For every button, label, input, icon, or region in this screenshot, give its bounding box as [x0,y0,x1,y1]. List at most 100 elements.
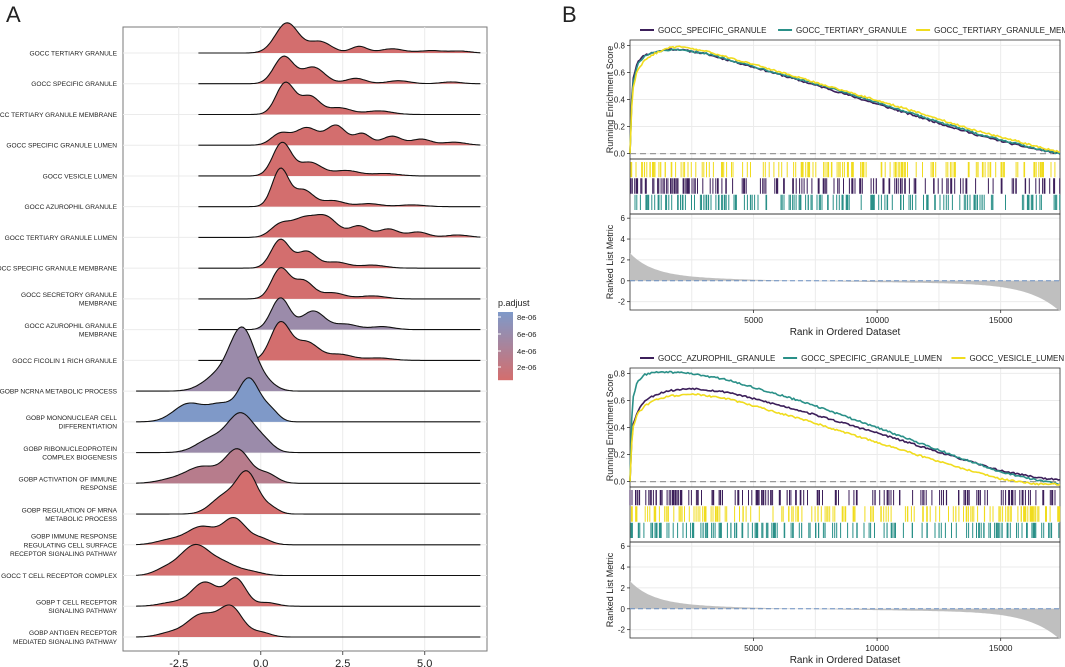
ridge-line [136,604,481,638]
legend-gradient-step [498,327,513,329]
ridge-line [198,81,481,116]
es-y-tick-label: 0.8 [614,41,626,50]
legend-gradient-step [498,333,513,335]
ridge-row-label: MEMBRANE [79,331,118,338]
legend-gradient-step [498,361,513,363]
ridge-area [136,577,481,607]
ridge-line [198,214,481,238]
legend-gradient-step [498,374,513,376]
ridge-row-label: GOCC SPECIFIC GRANULE LUMEN [6,143,117,150]
legend-label: GOCC_VESICLE_LUMEN [969,354,1064,363]
ridge-area [136,326,481,392]
ridge-area [198,142,481,176]
ridge-area [198,239,481,269]
es-y-tick-label: 0.0 [614,478,626,487]
ridge-row-label: GOBP NCRNA METABOLIC PROCESS [0,389,118,396]
hits-row [634,194,1061,210]
ridge-area [136,448,481,484]
legend-gradient-step [498,316,513,318]
legend-gradient-step [498,315,513,317]
legend-gradient-step [498,321,513,323]
ridge-area [198,321,481,361]
ridge-line [136,516,481,546]
legend-gradient-step [498,351,513,353]
ridge-line [198,55,481,85]
ridge-line [136,543,481,577]
legend-gradient-step [498,348,513,350]
metric-y-tick-label: 6 [621,214,626,223]
legend-gradient-step [498,330,513,332]
legend-gradient-step [498,312,513,314]
ridge-row-label: METABOLIC PROCESS [45,516,117,523]
ridge-row-label: MEDIATED SIGNALING PATHWAY [13,639,118,646]
x-tick-label: 15000 [989,315,1013,325]
x-tick-label: 5000 [744,643,763,653]
ridge-line [198,238,481,269]
ridge-area [136,412,481,453]
legend-gradient-step [498,337,513,339]
ridge-row-label: REGULATING CELL SURFACE [24,542,118,549]
ridge-row-label: MEMBRANE [79,301,118,308]
ridge-area [136,377,481,422]
ridge-row-label: RESPONSE [80,485,117,492]
metric-area [630,253,1060,312]
ridge-area [198,22,481,53]
es-line [629,45,1061,154]
ridge-row-label: RECEPTOR SIGNALING PATHWAY [10,551,118,558]
ridge-row-label: GOBP ACTIVATION OF IMMUNE [18,477,117,484]
legend-gradient-step [498,347,513,349]
legend-label: GOCC_SPECIFIC_GRANULE_LUMEN [801,354,942,363]
ridge-line [136,577,481,607]
legend-gradient-step [498,372,513,374]
legend-gradient-step [498,349,513,351]
metric-area [630,581,1060,640]
legend-gradient-step [498,322,513,324]
metric-y-tick-label: -2 [618,298,626,307]
legend-gradient-step [498,343,513,345]
es-line [629,387,1061,482]
metric-y-tick-label: 0 [621,277,626,286]
es-line [629,370,1061,486]
legend-gradient-step [498,320,513,322]
legend-gradient-step [498,338,513,340]
ridge-row-label: GOBP REGULATION OF MRNA [22,507,118,514]
x-tick-label: 5.0 [417,658,432,667]
ridge-area [136,470,481,515]
es-y-tick-label: 0.0 [614,150,626,159]
ridge-row-label: GOCC VESICLE LUMEN [43,173,118,180]
legend-gradient-step [498,358,513,360]
ridge-row-label: GOCC SPECIFIC GRANULE MEMBRANE [0,266,118,273]
ridge-row-label: GOBP T CELL RECEPTOR [36,599,117,606]
ridge-row-label: GOCC AZUROPHIL GRANULE [25,204,118,211]
metric-y-axis-title: Ranked List Metric [605,224,615,299]
legend-label: 2e-06 [517,363,536,372]
es-line [629,392,1061,486]
legend-gradient-step [498,329,513,331]
ridge-row-label: COMPLEX BIOGENESIS [42,454,117,461]
ridge-row-label: GOCC TERTIARY GRANULE [30,51,118,58]
legend-label: GOCC_TERTIARY_GRANULE [796,26,907,35]
ridge-line [198,22,481,54]
es-y-tick-label: 0.8 [614,369,626,378]
ridge-line [136,377,481,423]
legend-label: GOCC_TERTIARY_GRANULE_MEMBRANE [934,26,1065,35]
legend-gradient-step [498,325,513,327]
legend-gradient-step [498,362,513,364]
ridge-line [136,412,481,454]
legend-gradient-step [498,342,513,344]
ridge-row-label: GOBP RIBONUCLEOPROTEIN [23,446,117,453]
es-y-axis-title: Running Enrichment Score [605,374,615,482]
legend-gradient-step [498,317,513,319]
ridge-line [136,326,481,392]
ridge-line [198,124,481,146]
ridge-row-label: SIGNALING PATHWAY [48,608,117,615]
ridge-row-label: DIFFERENTIATION [59,424,118,431]
es-y-tick-label: 0.6 [614,396,626,405]
ridge-row-label: GOBP IMMUNE RESPONSE [31,534,118,541]
x-tick-label: 15000 [989,643,1013,653]
ridge-line [198,141,481,177]
ridge-row-label: GOBP MONONUCLEAR CELL [26,415,117,422]
legend-gradient-step [498,352,513,354]
